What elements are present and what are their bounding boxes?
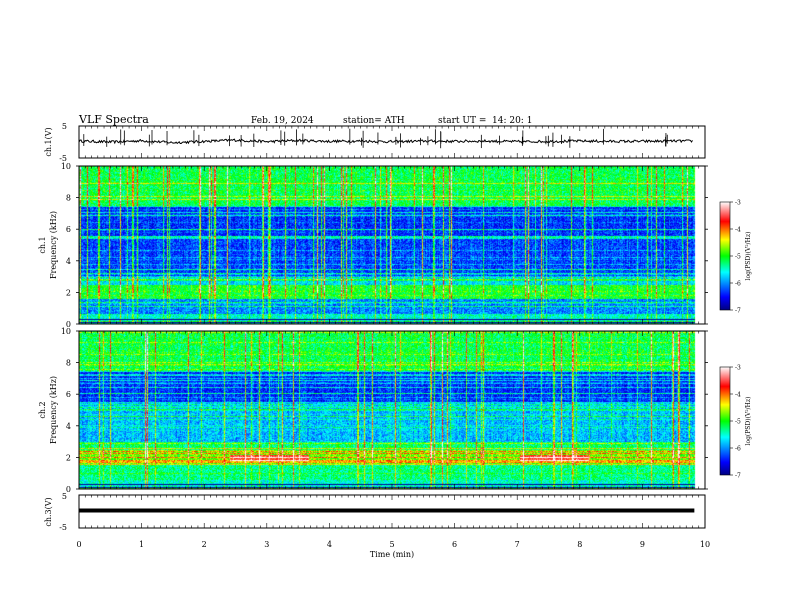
freq-tick-label: 2	[66, 453, 71, 462]
colorbar-tick-label: -5	[735, 254, 741, 261]
ch1-waveform-panel: 5 -5 ch.1(V)	[44, 122, 706, 163]
ch2-colorbar-label: log(PSD)(V²/Hz)	[745, 397, 752, 446]
freq-tick-label: 6	[66, 390, 71, 399]
ch1-colorbar-gradient	[719, 201, 731, 311]
ch2-colorbar: -3 -4 -5 -6 -7 log(PSD)(V²/Hz)	[719, 365, 752, 480]
freq-tick-label: 8	[66, 359, 71, 368]
start-time-value: 14: 20: 1	[492, 116, 532, 126]
ch1-spectrogram-panel: 0 2 4 6 8 10 ch.1 Frequency (kHz) -3 -4 -5 -6 -7 …	[38, 162, 752, 329]
ch2-frequency-ticks: 0 2 4 6 8 10	[61, 327, 708, 494]
freq-tick-label: 2	[66, 288, 71, 297]
ch2-spectrogram-image	[79, 331, 705, 489]
time-tick-label: 8	[577, 540, 582, 549]
figure-title: VLF Spectra	[78, 113, 149, 126]
ch3-ytick-top: 5	[62, 492, 67, 501]
ch1-spectrogram-image	[79, 166, 705, 324]
colorbar-tick-label: -3	[735, 365, 741, 372]
colorbar-tick-label: -7	[735, 473, 741, 480]
freq-tick-label: 10	[61, 162, 71, 171]
ch1-ytick-bottom: -5	[59, 154, 67, 163]
ch1-ytick-top: 5	[62, 122, 67, 131]
time-tick-label: 1	[139, 540, 144, 549]
colorbar-tick-label: -4	[735, 392, 741, 399]
ch1-colorbar-label: log(PSD)(V²/Hz)	[745, 232, 752, 281]
ch3-waveform-panel: 5 -5 ch.3(V)	[44, 492, 706, 532]
ch3-ylabel: ch.3(V)	[44, 497, 53, 526]
ch1-spectrogram-image-raster	[79, 166, 705, 324]
colorbar-tick-label: -7	[735, 308, 741, 315]
freq-tick-label: 4	[66, 422, 71, 431]
time-axis-label: Time (min)	[370, 550, 414, 559]
ch2-colorbar-gradient	[719, 366, 731, 476]
ch1-frequency-ticks: 0 2 4 6 8 10	[61, 162, 708, 329]
start-ut-label: start UT =	[438, 116, 486, 126]
freq-tick-label: 0	[66, 485, 71, 494]
time-tick-label: 7	[515, 540, 520, 549]
time-axis: 0 1 2 3 4 5 6 7 8 9 10	[76, 126, 710, 549]
time-tick-label: 5	[389, 540, 394, 549]
ch1-spectrogram-ylabel-frequency: Frequency (kHz)	[49, 211, 58, 279]
colorbar-tick-label: -6	[735, 446, 741, 453]
time-tick-label: 3	[264, 540, 269, 549]
ch1-waveform-plot	[78, 128, 693, 149]
ch2-spectrogram-ylabel-frequency: Frequency (kHz)	[49, 376, 58, 444]
ch2-spectrogram-image-raster	[79, 331, 705, 489]
ch3-ytick-bottom: -5	[59, 523, 67, 532]
colorbar-tick-label: -5	[735, 419, 741, 426]
time-tick-label: 9	[640, 540, 645, 549]
freq-tick-label: 10	[61, 327, 71, 336]
colorbar-tick-label: -4	[735, 227, 741, 234]
ch1-colorbar: -3 -4 -5 -6 -7 log(PSD)(V²/Hz)	[719, 200, 752, 315]
ch1-ylabel: ch.1(V)	[44, 127, 53, 156]
ch2-spectrogram-panel: 0 2 4 6 8 10 ch.2 Frequency (kHz) -3 -4 -5 -6 -7 …	[38, 327, 752, 494]
time-tick-label: 10	[700, 540, 710, 549]
freq-tick-label: 8	[66, 194, 71, 203]
time-tick-label: 4	[327, 540, 332, 549]
ch1-waveform-line	[78, 138, 693, 145]
time-tick-label: 2	[202, 540, 207, 549]
colorbar-tick-label: -3	[735, 200, 741, 207]
time-tick-label: 6	[452, 540, 457, 549]
ch2-spectrogram-ylabel-channel: ch.2	[38, 401, 47, 418]
date-label: Feb. 19, 2024	[251, 116, 314, 126]
ch1-spectrogram-ylabel-channel: ch.1	[38, 236, 47, 253]
freq-tick-label: 4	[66, 257, 71, 266]
freq-tick-label: 6	[66, 225, 71, 234]
freq-tick-label: 0	[66, 320, 71, 329]
colorbar-tick-label: -6	[735, 281, 741, 288]
time-tick-label: 0	[76, 540, 81, 549]
station-label: station= ATH	[343, 116, 405, 126]
